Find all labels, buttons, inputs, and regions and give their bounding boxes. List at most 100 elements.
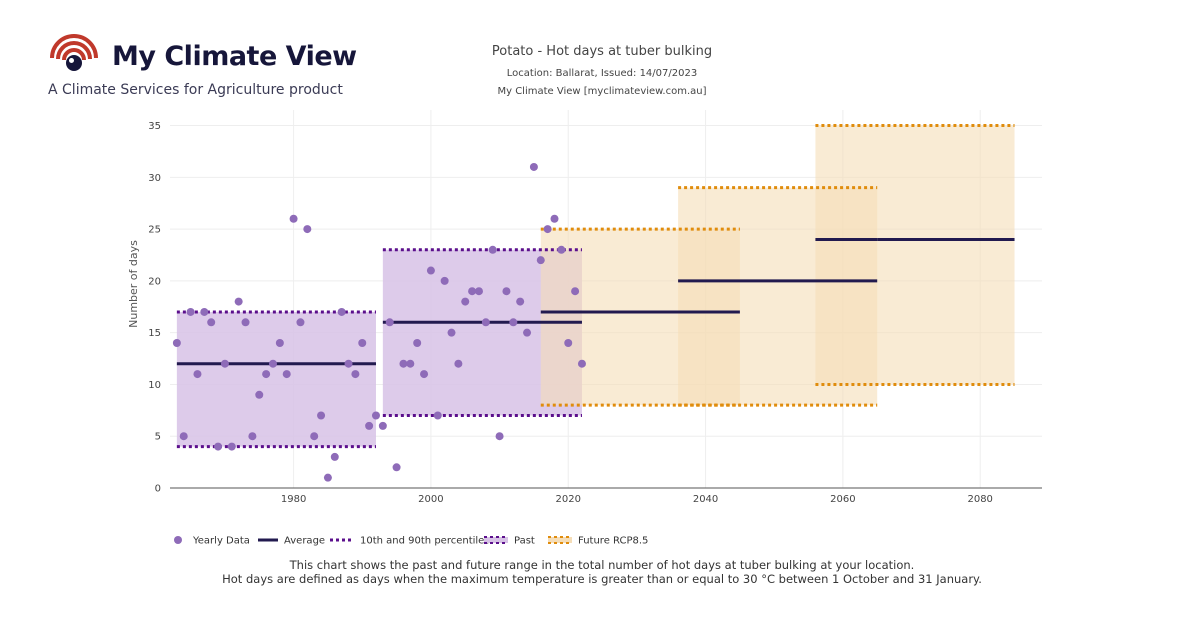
- yearly-data-point: [420, 370, 429, 379]
- y-tick-label: 20: [148, 276, 161, 287]
- yearly-data-point: [186, 307, 195, 316]
- brand-name: My Climate View: [112, 40, 357, 72]
- percentile-bands: [176, 124, 1015, 449]
- yearly-data-point: [385, 318, 394, 327]
- yearly-data-point: [337, 307, 346, 316]
- yearly-data-point: [323, 473, 332, 482]
- yearly-data-point: [358, 339, 367, 348]
- yearly-data-point: [378, 421, 387, 430]
- brand-tagline: A Climate Services for Agriculture produ…: [48, 82, 343, 98]
- yearly-data-point: [481, 318, 490, 327]
- yearly-data-point: [426, 266, 435, 275]
- yearly-data-point: [536, 256, 545, 265]
- chart-title: Potato - Hot days at tuber bulking: [492, 44, 712, 59]
- yearly-data-point: [371, 411, 380, 420]
- chart-subtitle-source: My Climate View [myclimateview.com.au]: [497, 86, 706, 97]
- chart-caption: This chart shows the past and future ran…: [200, 558, 1004, 586]
- yearly-data-point: [447, 328, 456, 337]
- yearly-data-point: [461, 297, 470, 306]
- yearly-data-point: [289, 214, 298, 223]
- y-tick-label: 10: [148, 380, 161, 391]
- legend-past-swatch: [484, 537, 508, 543]
- y-axis-label: Number of days: [127, 240, 140, 328]
- yearly-data-point: [234, 297, 243, 306]
- yearly-data-point: [509, 318, 518, 327]
- yearly-data-point: [317, 411, 326, 420]
- yearly-data-point: [172, 339, 181, 348]
- yearly-data-point: [227, 442, 236, 451]
- yearly-data-point: [220, 359, 229, 368]
- yearly-data-point: [523, 328, 532, 337]
- brand-header: My Climate View A Climate Services for A…: [48, 34, 388, 104]
- yearly-data-point: [495, 432, 504, 441]
- yearly-data-point: [399, 359, 408, 368]
- axes: 0 5 10 15 20 25 30 35 1980 2000 2020 2040 2060 2080: [148, 121, 1042, 505]
- yearly-data-point: [564, 339, 573, 348]
- y-tick-label: 0: [155, 484, 161, 495]
- yearly-data-point: [193, 370, 202, 379]
- y-tick-label: 25: [148, 225, 161, 236]
- x-tick-label: 2060: [830, 494, 855, 505]
- yearly-data-point: [392, 463, 401, 472]
- legend-label: 10th and 90th percentiles: [360, 536, 490, 547]
- yearly-data-point: [310, 432, 319, 441]
- future-band: [815, 125, 1015, 385]
- yearly-data-point: [303, 225, 312, 234]
- legend-label: Future RCP8.5: [578, 536, 648, 547]
- legend-label: Past: [514, 536, 535, 547]
- brand-logo-icon: [48, 34, 100, 78]
- yearly-data-point: [344, 359, 353, 368]
- yearly-data-point: [488, 245, 497, 254]
- yearly-data-point: [268, 359, 277, 368]
- yearly-data-point: [406, 359, 415, 368]
- x-tick-label: 2000: [418, 494, 443, 505]
- yearly-data-point: [351, 370, 360, 379]
- past-band: [176, 311, 376, 447]
- yearly-data-point: [454, 359, 463, 368]
- yearly-data-point: [543, 225, 552, 234]
- x-tick-label: 1980: [281, 494, 306, 505]
- x-tick-label: 2020: [556, 494, 581, 505]
- yearly-data-points: [172, 162, 586, 482]
- yearly-data-point: [474, 287, 483, 296]
- yearly-data-point: [529, 162, 538, 171]
- legend-point-icon: [174, 536, 182, 544]
- yearly-data-point: [365, 421, 374, 430]
- y-tick-label: 5: [155, 432, 161, 443]
- yearly-data-point: [571, 287, 580, 296]
- yearly-data-point: [241, 318, 250, 327]
- yearly-data-point: [440, 276, 449, 285]
- legend-future-swatch: [548, 537, 572, 543]
- yearly-data-point: [296, 318, 305, 327]
- yearly-data-point: [468, 287, 477, 296]
- yearly-data-point: [179, 432, 188, 441]
- yearly-data-point: [330, 452, 339, 461]
- legend-label: Yearly Data: [192, 536, 250, 547]
- yearly-data-point: [200, 307, 209, 316]
- yearly-data-point: [255, 390, 264, 399]
- yearly-data-point: [262, 370, 271, 379]
- yearly-data-point: [214, 442, 223, 451]
- caption-line-1: This chart shows the past and future ran…: [289, 558, 915, 572]
- yearly-data-point: [413, 339, 422, 348]
- yearly-data-point: [248, 432, 257, 441]
- caption-line-2: Hot days are defined as days when the ma…: [222, 572, 982, 586]
- yearly-data-point: [550, 214, 559, 223]
- x-tick-label: 2080: [967, 494, 992, 505]
- y-tick-label: 30: [148, 173, 161, 184]
- y-tick-label: 15: [148, 328, 161, 339]
- legend-label: Average: [284, 536, 325, 547]
- yearly-data-point: [433, 411, 442, 420]
- x-tick-label: 2040: [693, 494, 718, 505]
- chart-subtitle-location: Location: Ballarat, Issued: 14/07/2023: [507, 68, 697, 79]
- yearly-data-point: [207, 318, 216, 327]
- yearly-data-point: [516, 297, 525, 306]
- yearly-data-point: [282, 370, 291, 379]
- yearly-data-point: [577, 359, 586, 368]
- yearly-data-point: [502, 287, 511, 296]
- y-tick-label: 35: [148, 121, 161, 132]
- yearly-data-point: [557, 245, 566, 254]
- chart-legend: Yearly Data Average 10th and 90th percenti…: [174, 536, 648, 547]
- yearly-data-point: [275, 339, 284, 348]
